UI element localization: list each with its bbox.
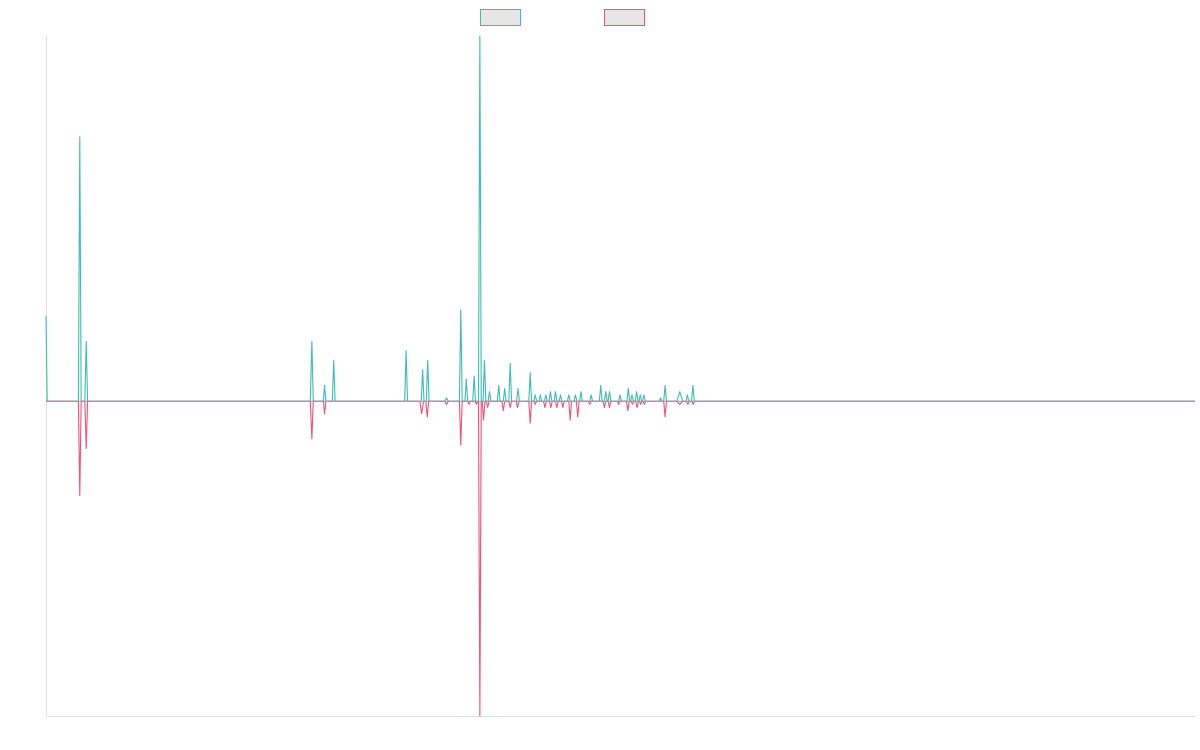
series-layer: [45, 35, 1195, 717]
legend: [480, 9, 645, 26]
series-line-a[interactable]: [45, 35, 1195, 402]
legend-swatch-series-b[interactable]: [604, 9, 645, 26]
legend-swatch-series-a[interactable]: [480, 9, 521, 26]
series-line-b[interactable]: [46, 400, 1195, 717]
